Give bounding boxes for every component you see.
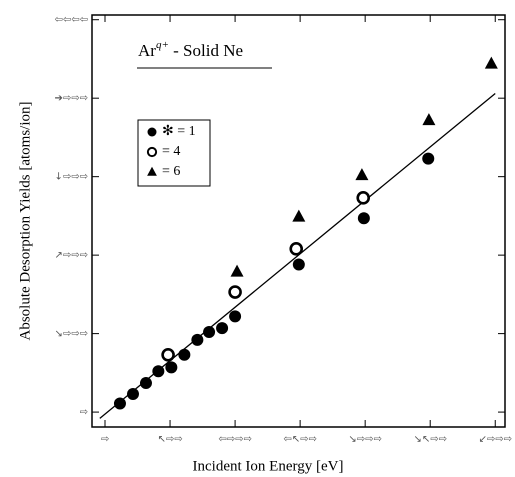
legend-marker (146, 146, 158, 158)
point (161, 348, 175, 362)
fit-line (99, 92, 496, 419)
legend-box (137, 119, 211, 187)
y-tick-label: ↗⇨⇨⇨ (54, 250, 88, 261)
y-tick-label: ⇨ (80, 407, 88, 418)
title-base: Ar (138, 41, 156, 60)
plot-frame (91, 14, 506, 428)
title-rest: - Solid Ne (169, 41, 243, 60)
point (203, 326, 216, 339)
point (230, 264, 244, 277)
point (139, 377, 152, 390)
point (422, 113, 436, 126)
point (113, 397, 126, 410)
point (152, 365, 165, 378)
legend-label: = 4 (162, 144, 180, 159)
y-tick-label: ➔⇨⇨⇨ (54, 93, 88, 104)
x-tick-label: ⇨ (101, 434, 109, 445)
point (292, 258, 305, 271)
point (356, 191, 371, 205)
point (357, 212, 370, 225)
legend-marker (147, 166, 157, 176)
y-axis-label: Absolute Desorption Yields [atoms/ion] (17, 101, 33, 340)
point (289, 242, 304, 256)
point (165, 361, 178, 374)
point (178, 348, 191, 361)
chart-title: Arq+ - Solid Ne (138, 39, 243, 60)
point (229, 310, 242, 323)
point (422, 152, 435, 165)
y-tick-label: ⇦⇦⇦⇦ (54, 15, 88, 26)
x-tick-label: ⇦⇨⇨⇨ (218, 434, 252, 445)
point (126, 388, 139, 401)
x-axis-label: Incident Ion Energy [eV] (193, 458, 344, 474)
legend-label: = 6 (162, 164, 180, 179)
title-superscript: q+ (156, 39, 169, 51)
y-tick-label: ↘⇨⇨⇨ (54, 329, 88, 340)
x-tick-label: ↖⇨⇨ (157, 434, 182, 445)
point (484, 56, 498, 69)
y-tick-label: ↓⇨⇨⇨ (54, 172, 88, 183)
x-tick-label: ↘⇨⇨⇨ (348, 434, 382, 445)
legend-marker (147, 127, 157, 137)
point (216, 322, 229, 335)
point (292, 209, 306, 222)
point (355, 168, 369, 181)
x-tick-label: ⇦↖⇨⇨ (283, 434, 317, 445)
x-tick-label: ↘↖⇨⇨ (413, 434, 447, 445)
point (228, 285, 242, 299)
legend-label: ✻ = 1 (162, 124, 196, 139)
x-tick-label: ↙⇨⇨⇨ (478, 434, 512, 445)
point (191, 333, 204, 346)
